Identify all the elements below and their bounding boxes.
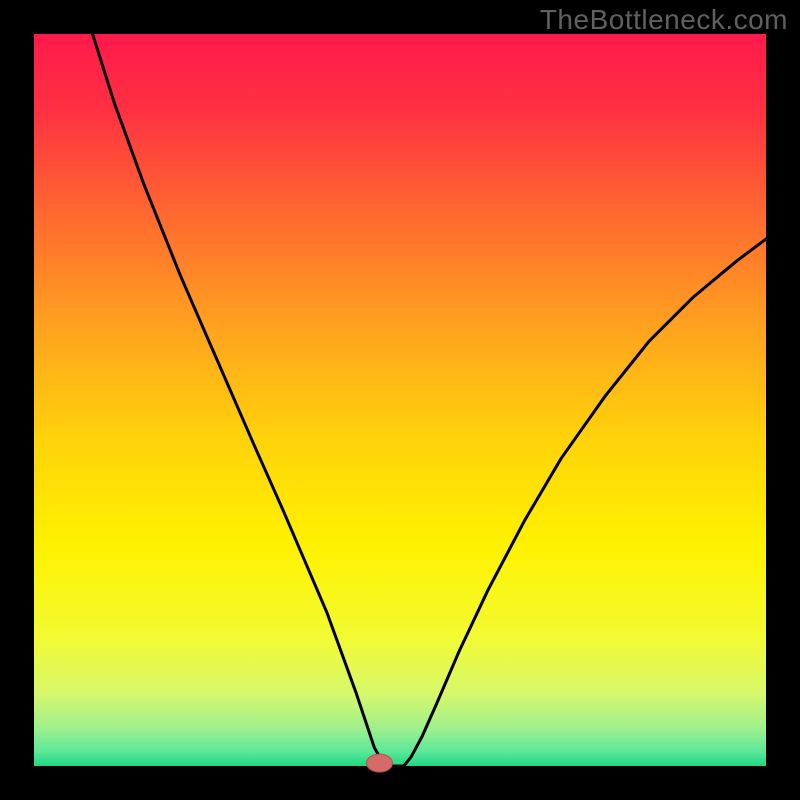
chart-stage: TheBottleneck.com	[0, 0, 800, 800]
bottleneck-chart	[0, 0, 800, 800]
plot-background	[34, 34, 766, 766]
watermark-text: TheBottleneck.com	[540, 4, 788, 36]
minimum-marker	[367, 754, 393, 772]
